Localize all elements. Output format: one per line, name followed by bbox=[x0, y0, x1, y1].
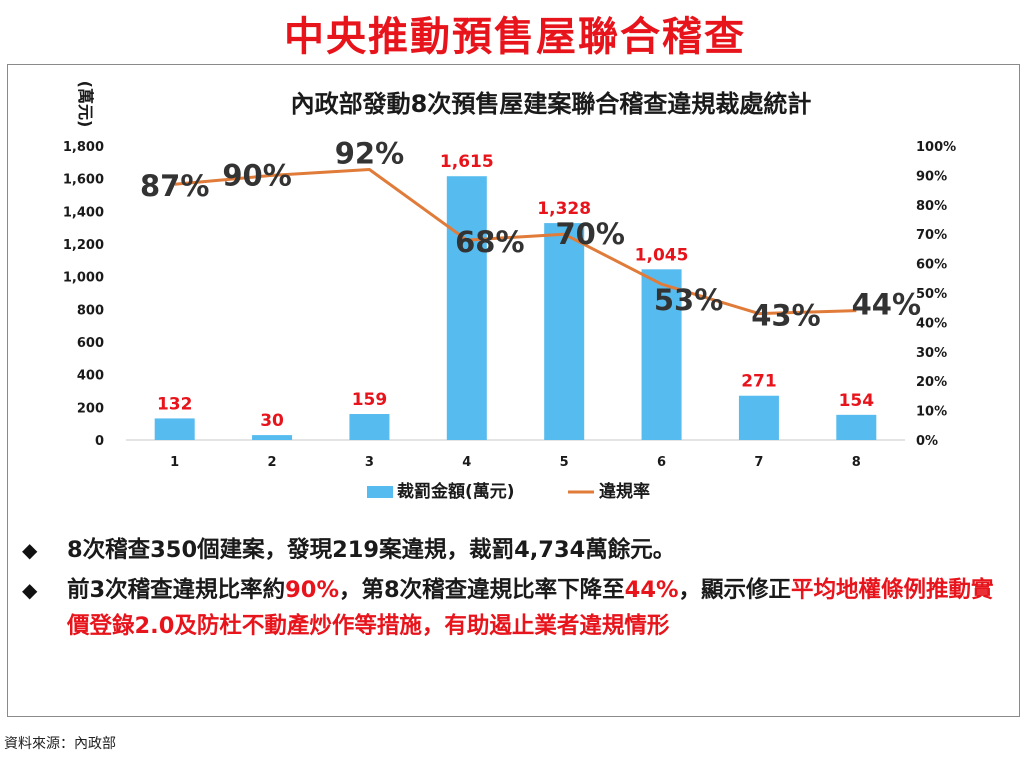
line-data-label: 90% bbox=[222, 158, 291, 192]
bullet-2-seg-6: 平均地權條例推動實價登錄2.0及防杜不動產炒作等措施，有助遏止業者違規情形 bbox=[67, 577, 994, 639]
y-tick-label: 800 bbox=[77, 303, 104, 318]
bar-data-label: 1,045 bbox=[635, 245, 689, 265]
y2-tick-label: 0% bbox=[916, 434, 938, 449]
line-data-label: 43% bbox=[751, 299, 820, 333]
line-data-label: 70% bbox=[555, 217, 624, 251]
bullet-2-seg-4: 44% bbox=[624, 577, 679, 603]
bar-data-label: 1,615 bbox=[440, 152, 494, 172]
bullet-2-seg-1: 前3次稽查違規比率約 bbox=[67, 577, 286, 603]
y2-tick-label: 70% bbox=[916, 228, 947, 243]
bar-data-label: 271 bbox=[741, 372, 777, 392]
y-tick-label: 600 bbox=[77, 336, 104, 351]
bullet-2-seg-3: ，第8次稽查違規比率下降至 bbox=[339, 577, 625, 603]
y2-tick-label: 40% bbox=[916, 316, 947, 331]
rate-line bbox=[174, 168, 857, 316]
bar bbox=[349, 414, 390, 440]
line-data-label: 92% bbox=[335, 137, 404, 171]
legend-line-label: 違規率 bbox=[599, 481, 650, 502]
chart-title: 內政部發動8次預售屋建案聯合稽查違規裁處統計 bbox=[291, 90, 812, 118]
bar bbox=[641, 269, 682, 440]
bar-data-label: 132 bbox=[157, 394, 193, 414]
y2-tick-label: 10% bbox=[916, 405, 947, 420]
y-tick-label: 1,000 bbox=[63, 271, 104, 286]
legend-bar-label: 裁罰金額(萬元) bbox=[397, 481, 515, 502]
y2-tick-label: 60% bbox=[916, 258, 947, 273]
x-tick-label: 2 bbox=[268, 455, 277, 470]
x-tick-label: 1 bbox=[170, 455, 179, 470]
bar bbox=[836, 414, 877, 440]
line-data-label: 87% bbox=[140, 169, 209, 203]
x-tick-label: 3 bbox=[365, 455, 374, 470]
x-tick-label: 5 bbox=[560, 455, 569, 470]
bullet-list: ◆ 8次稽查350個建案，發現219案違規，裁罰4,734萬餘元。 ◆ 前3次稽… bbox=[22, 532, 1012, 644]
x-tick-label: 4 bbox=[462, 455, 471, 470]
x-tick-label: 6 bbox=[657, 455, 666, 470]
source-note: 資料來源：內政部 bbox=[4, 736, 116, 752]
y-axis-unit-label: (萬元) bbox=[76, 81, 95, 128]
bar bbox=[446, 176, 487, 440]
y2-tick-label: 80% bbox=[916, 199, 947, 214]
bar bbox=[738, 395, 779, 440]
y2-tick-label: 20% bbox=[916, 375, 947, 390]
y2-tick-label: 30% bbox=[916, 346, 947, 361]
y2-tick-label: 50% bbox=[916, 287, 947, 302]
y2-tick-label: 100% bbox=[916, 140, 956, 155]
y-tick-label: 1,600 bbox=[63, 173, 104, 188]
bar-data-label: 154 bbox=[839, 391, 875, 411]
x-tick-label: 7 bbox=[754, 455, 763, 470]
bullet-2-seg-2: 90% bbox=[285, 577, 340, 603]
line-data-label: 44% bbox=[852, 288, 921, 322]
bullet-2-seg-5: ，顯示修正 bbox=[678, 577, 792, 603]
headline: 中央推動預售屋聯合稽查 bbox=[284, 13, 746, 60]
bar bbox=[154, 418, 195, 440]
legend-bar-swatch bbox=[367, 486, 393, 498]
diamond-bullet-icon: ◆ bbox=[22, 538, 38, 562]
y-tick-label: 0 bbox=[95, 434, 104, 449]
y-tick-label: 1,200 bbox=[63, 238, 104, 253]
y-tick-label: 200 bbox=[77, 401, 104, 416]
y-tick-label: 400 bbox=[77, 369, 104, 384]
bar bbox=[252, 435, 293, 440]
combo-chart: 內政部發動8次預售屋建案聯合稽查違規裁處統計 (萬元) 0 200 400 600 800 1… bbox=[63, 81, 956, 502]
bar-data-label: 30 bbox=[260, 411, 284, 431]
line-data-label: 53% bbox=[654, 283, 723, 317]
bar-data-label: 159 bbox=[352, 390, 388, 410]
y2-tick-label: 90% bbox=[916, 169, 947, 184]
line-data-label: 68% bbox=[455, 225, 524, 259]
bar-data-label: 1,328 bbox=[537, 199, 591, 219]
bullet-item-2: ◆ 前3次稽查違規比率約90%，第8次稽查違規比率下降至44%，顯示修正平均地權… bbox=[22, 572, 1012, 644]
diamond-bullet-icon: ◆ bbox=[22, 578, 38, 602]
y-tick-label: 1,400 bbox=[63, 205, 104, 220]
bullet-text-1: 8次稽查350個建案，發現219案違規，裁罰4,734萬餘元。 bbox=[67, 537, 676, 563]
chart-frame: 內政部發動8次預售屋建案聯合稽查違規裁處統計 (萬元) 0 200 400 600 800 1… bbox=[7, 64, 1020, 717]
x-tick-label: 8 bbox=[852, 455, 861, 470]
bar bbox=[544, 223, 585, 440]
y-tick-label: 1,800 bbox=[63, 140, 104, 155]
bullet-item-1: ◆ 8次稽查350個建案，發現219案違規，裁罰4,734萬餘元。 bbox=[22, 532, 1012, 568]
